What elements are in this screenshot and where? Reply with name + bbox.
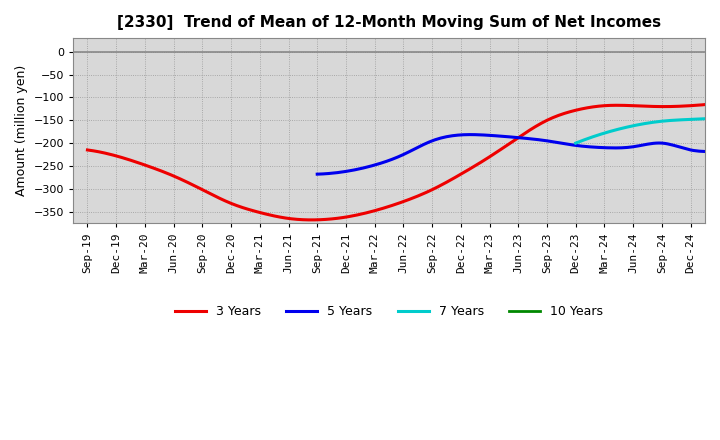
5 Years (595, 145, 603, 150)
7 Years (572, 140, 580, 146)
5 Years (408, 148, 416, 153)
5 Years (330, 170, 339, 176)
3 Years (477, 160, 485, 165)
Line: 7 Years: 7 Years (576, 118, 720, 143)
3 Years (307, 217, 316, 223)
Title: [2330]  Trend of Mean of 12-Month Moving Sum of Net Incomes: [2330] Trend of Mean of 12-Month Moving … (117, 15, 661, 30)
3 Years (465, 166, 474, 172)
3 Years (189, 183, 198, 188)
Legend: 3 Years, 5 Years, 7 Years, 10 Years: 3 Years, 5 Years, 7 Years, 10 Years (170, 300, 608, 323)
Line: 5 Years: 5 Years (318, 88, 720, 174)
7 Years (715, 116, 720, 121)
Y-axis label: Amount (million yen): Amount (million yen) (15, 65, 28, 196)
3 Years (316, 217, 325, 222)
5 Years (313, 172, 322, 177)
3 Years (83, 147, 91, 153)
Line: 3 Years: 3 Years (87, 44, 720, 220)
